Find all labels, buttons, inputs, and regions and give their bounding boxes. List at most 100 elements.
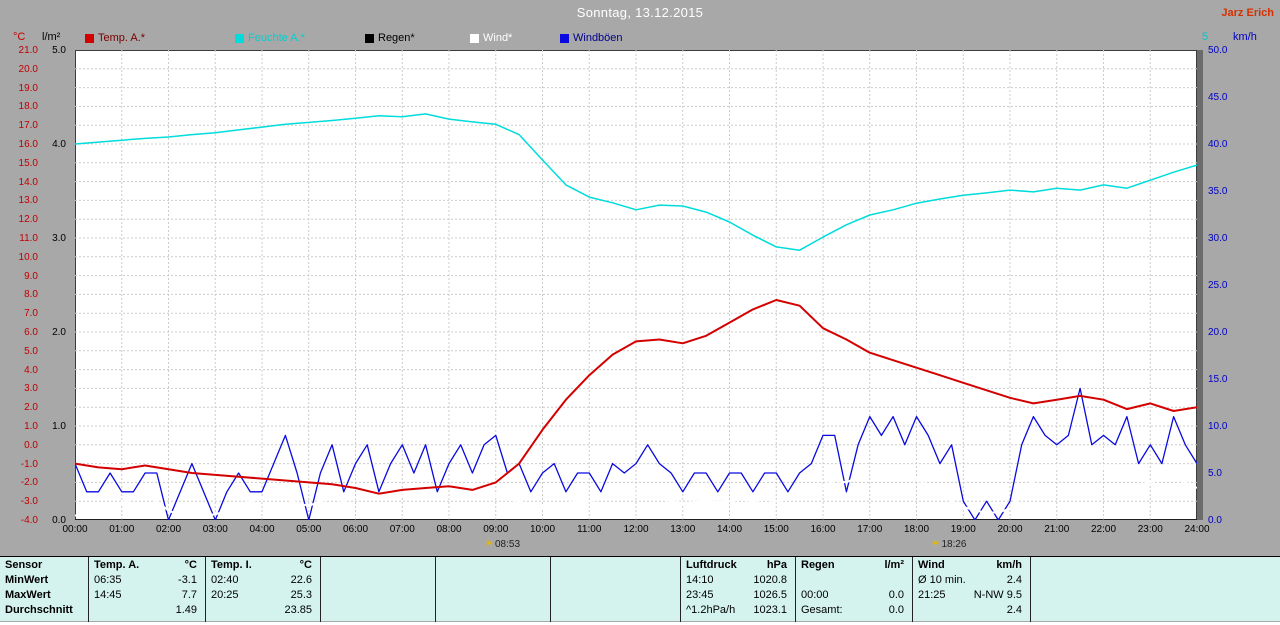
station-owner-label: Jarz Erich bbox=[1221, 7, 1274, 19]
stats-table: Sensor MinWert MaxWert Durchschnitt Temp. A.… bbox=[0, 556, 1280, 622]
temp-axis-tick: 8.0 bbox=[24, 289, 38, 301]
wind-axis-tick: 30.0 bbox=[1208, 233, 1228, 244]
legend-item-wind: Wind* bbox=[470, 31, 512, 45]
time-axis-tick: 05:00 bbox=[296, 524, 322, 535]
legend-label: Temp. A.* bbox=[98, 32, 146, 44]
legend: Temp. A.* Feuchte A.* Regen* Wind* Windböen bbox=[0, 31, 1200, 47]
wind-axis-tick: 35.0 bbox=[1208, 186, 1228, 197]
time-axis-tick: 17:00 bbox=[857, 524, 883, 535]
temp-axis-tick: 15.0 bbox=[18, 157, 38, 169]
stats-divider bbox=[550, 557, 551, 622]
stats-col-name: Temp. I. bbox=[211, 559, 252, 571]
wind-axis-tick: 25.0 bbox=[1208, 280, 1228, 291]
stats-col-unit: hPa bbox=[766, 559, 787, 571]
temp-axis-tick: 21.0 bbox=[18, 45, 38, 56]
legend-label: Windböen bbox=[573, 32, 623, 44]
time-axis-tick: 21:00 bbox=[1044, 524, 1070, 535]
time-axis-tick: 23:00 bbox=[1137, 524, 1163, 535]
time-axis-tick: 15:00 bbox=[763, 524, 789, 535]
temp-axis-tick: 19.0 bbox=[18, 82, 38, 94]
sun-time-label: 18:26 bbox=[941, 539, 967, 550]
stats-divider bbox=[1030, 557, 1031, 622]
temp-axis-tick: 13.0 bbox=[18, 195, 38, 207]
time-axis-tick: 08:00 bbox=[436, 524, 462, 535]
temp-axis-tick: -1.0 bbox=[20, 458, 38, 470]
time-axis-tick: 13:00 bbox=[670, 524, 696, 535]
legend-label: Feuchte A.* bbox=[248, 32, 305, 44]
stats-col-unit: °C bbox=[184, 559, 197, 571]
temp-axis-tick: 16.0 bbox=[18, 139, 38, 150]
time-axis-tick: 01:00 bbox=[109, 524, 135, 535]
wind-axis-tick: 5.0 bbox=[1208, 468, 1222, 479]
wind-axis-tick: 10.0 bbox=[1208, 421, 1228, 432]
stats-min-time: 14:10 bbox=[686, 574, 714, 586]
wind-axis-tick: 15.0 bbox=[1208, 374, 1228, 385]
chart-plot-area bbox=[75, 50, 1197, 520]
stats-divider bbox=[88, 557, 89, 622]
temp-axis-tick: -4.0 bbox=[20, 515, 38, 526]
time-axis-tick: 11:00 bbox=[577, 524, 602, 535]
stats-avg-value: 0.0 bbox=[888, 604, 904, 616]
title-bar: Sonntag, 13.12.2015 Jarz Erich bbox=[0, 0, 1280, 26]
time-axis-tick: 10:00 bbox=[529, 524, 556, 535]
rain-axis-tick: 0.0 bbox=[52, 515, 66, 526]
stats-row-label: Durchschnitt bbox=[5, 604, 73, 616]
bottom-strip bbox=[0, 622, 1280, 625]
series-feuchte-a-line bbox=[75, 113, 1197, 251]
stats-divider bbox=[205, 557, 206, 622]
stats-min-time: 06:35 bbox=[94, 574, 122, 586]
stats-col-unit: l/m² bbox=[884, 559, 904, 571]
temp-axis-tick: 11.0 bbox=[19, 233, 38, 244]
temp-axis-tick: 9.0 bbox=[24, 270, 38, 282]
left-axis-rain-unit: l/m² bbox=[42, 31, 61, 43]
chart-canvas bbox=[75, 50, 1197, 520]
sun-icon: ☀ bbox=[930, 538, 941, 550]
temp-axis-tick: -3.0 bbox=[20, 496, 38, 508]
time-axis-tick: 16:00 bbox=[810, 524, 836, 535]
legend-item-temp-a: Temp. A.* bbox=[85, 31, 145, 45]
time-axis-tick: 24:00 bbox=[1184, 524, 1210, 535]
time-axis-tick: 14:00 bbox=[716, 524, 743, 535]
temp-axis-tick: 10.0 bbox=[18, 251, 38, 263]
time-axis-tick: 03:00 bbox=[202, 524, 228, 535]
rain-axis-tick: 2.0 bbox=[52, 327, 66, 338]
wind-swatch-icon bbox=[470, 33, 479, 43]
series-wind-line bbox=[75, 464, 1197, 519]
time-axis-tick: 04:00 bbox=[249, 524, 275, 535]
rain-axis-tick: 3.0 bbox=[52, 233, 66, 244]
wind-axis-tick: 50.0 bbox=[1208, 45, 1228, 56]
time-axis-tick: 22:00 bbox=[1090, 524, 1117, 535]
rain-axis-tick: 4.0 bbox=[52, 139, 66, 150]
stats-avg-time: ^1.2hPa/h bbox=[686, 604, 736, 616]
temp-axis-tick: 18.0 bbox=[18, 101, 38, 113]
stats-max-time: 20:25 bbox=[211, 589, 239, 601]
sun-marker: ☀18:26 bbox=[931, 537, 967, 550]
stats-max-value: 25.3 bbox=[290, 589, 312, 601]
wind-axis-tick: 20.0 bbox=[1208, 327, 1228, 338]
stats-row-label: Sensor bbox=[5, 559, 43, 571]
stats-max-time: 21:25 bbox=[918, 589, 946, 601]
stats-col-unit: km/h bbox=[996, 559, 1022, 571]
time-axis-tick: 19:00 bbox=[950, 524, 976, 535]
right-axis-wind-unit: km/h bbox=[1233, 31, 1257, 43]
stats-min-value: 22.6 bbox=[290, 574, 312, 586]
wind-axis-tick: 0.0 bbox=[1208, 515, 1222, 526]
stats-col-unit: °C bbox=[299, 559, 312, 571]
stats-max-time: 23:45 bbox=[686, 589, 714, 601]
temp-axis-tick: -2.0 bbox=[20, 477, 38, 489]
left-axis-temp-unit: °C bbox=[13, 31, 26, 43]
stats-divider bbox=[435, 557, 436, 622]
time-axis-tick: 07:00 bbox=[389, 524, 415, 535]
stats-row-label: MinWert bbox=[5, 574, 49, 586]
stats-avg-time: Gesamt: bbox=[801, 604, 843, 616]
time-axis-tick: 12:00 bbox=[623, 524, 649, 535]
stats-min-value: 1020.8 bbox=[753, 574, 787, 586]
series-temp-a-line bbox=[75, 299, 1197, 495]
stats-col-name: Luftdruck bbox=[686, 559, 737, 571]
temp-axis-tick: 0.0 bbox=[24, 439, 38, 451]
temp-axis-tick: 17.0 bbox=[18, 120, 38, 132]
temp-axis-tick: 6.0 bbox=[24, 327, 38, 338]
stats-divider bbox=[795, 557, 796, 622]
feuchte-a-swatch-icon bbox=[235, 33, 244, 43]
